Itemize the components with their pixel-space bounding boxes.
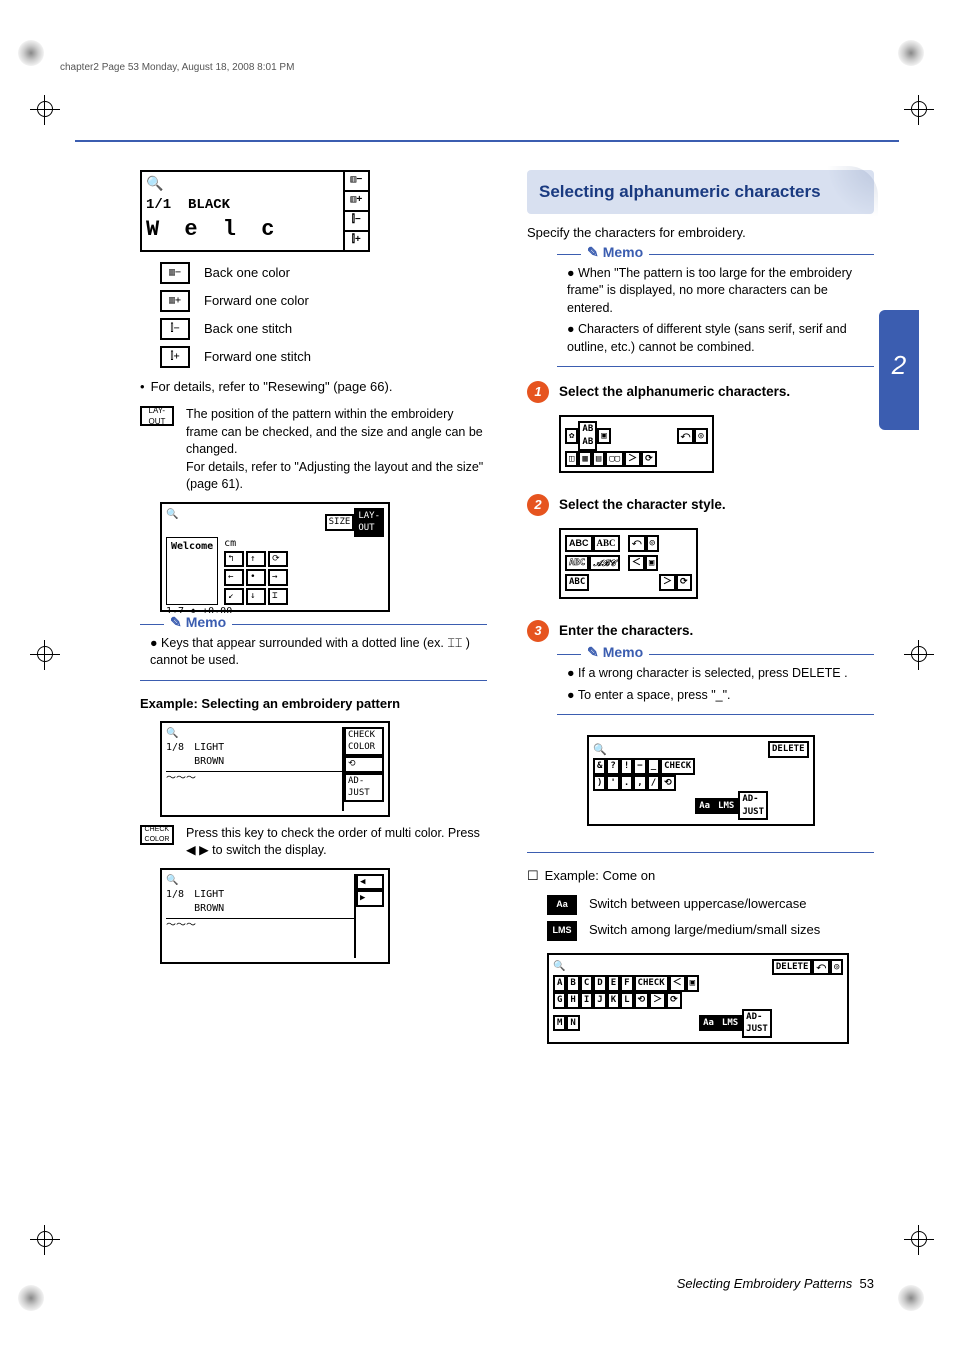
case-switch-icon[interactable]: Aa — [547, 895, 577, 915]
forward-color-icon: ▥+ — [160, 290, 190, 312]
legend-label: Back one stitch — [204, 320, 292, 338]
color-name: BLACK — [188, 197, 230, 213]
memo-title: Memo — [581, 643, 649, 663]
lcd-display-2: 🔍 1/8 LIGHT BROWN ～～～ CHECK COLOR ⟲ AD- … — [160, 721, 390, 817]
section-intro: Specify the characters for embroidery. — [527, 224, 874, 242]
memo-item: Characters of different style (sans seri… — [567, 321, 870, 356]
example-label: ☐Example: Come on — [527, 867, 874, 885]
step-number: 1 — [527, 381, 549, 403]
size-switch-icon[interactable]: LMS — [547, 921, 577, 941]
back-color-icon: ▥− — [160, 262, 190, 284]
layout-key-icon[interactable]: LAY- OUT — [140, 406, 174, 426]
switch-row: LMS Switch among large/medium/small size… — [547, 921, 874, 941]
page-counter: 1/8 — [166, 888, 184, 916]
prev-button[interactable]: ◀ — [356, 874, 384, 891]
registration-mark — [18, 40, 44, 66]
running-header: chapter2 Page 53 Monday, August 18, 2008… — [60, 62, 294, 73]
check-color-button[interactable]: CHECK COLOR — [344, 727, 384, 756]
step2-figure: ABC ABC ⤺ ◎ ABC 𝒜ℬ𝒞 ＜ ▣ ABC ＞ — [559, 528, 698, 599]
registration-mark — [18, 1285, 44, 1311]
switch-label: Switch between uppercase/lowercase — [589, 895, 807, 915]
char-preview: W e l c — [146, 215, 339, 246]
forward-stitch-icon: ⫿+ — [160, 346, 190, 368]
page-counter: 1/1 — [146, 197, 171, 213]
example-heading: Example: Selecting an embroidery pattern — [140, 695, 487, 713]
forward-color-button[interactable]: ▥+ — [344, 191, 369, 211]
legend-label: Forward one stitch — [204, 348, 311, 366]
memo-title: Memo — [164, 613, 232, 633]
details-note: •For details, refer to "Resewing" (page … — [140, 378, 487, 396]
back-stitch-icon: ⫿− — [160, 318, 190, 340]
step: 1 Select the alphanumeric characters. — [527, 381, 874, 403]
memo-box: Memo Keys that appear surrounded with a … — [140, 624, 487, 681]
step-text: Enter the characters. — [559, 620, 693, 641]
legend-row: ⫿− Back one stitch — [160, 318, 487, 340]
crop-mark — [30, 1225, 60, 1255]
registration-mark — [898, 40, 924, 66]
preview-text: Welcome — [166, 537, 218, 605]
step: 2 Select the character style. — [527, 494, 874, 516]
layout-figure: 🔍 SIZELAY- OUT Welcome cm ↰↑⟳ ←•→ ↙↓⌶ 1.… — [160, 502, 390, 612]
separator — [527, 852, 874, 853]
forward-stitch-button[interactable]: ⫿+ — [344, 231, 369, 251]
color-name: LIGHT BROWN — [194, 888, 224, 916]
memo-item: To enter a space, press "_". — [567, 687, 870, 705]
step-text: Select the alphanumeric characters. — [559, 381, 790, 402]
chapter-tab: 2 — [879, 310, 919, 430]
memo-item: If a wrong character is selected, press … — [567, 665, 870, 683]
memo-item: When "The pattern is too large for the e… — [567, 265, 870, 318]
lcd-display-3: 🔍 1/8 LIGHT BROWN ～～～ ◀ ▶ — [160, 868, 390, 964]
crop-mark — [30, 95, 60, 125]
check-color-description: Press this key to check the order of mul… — [186, 825, 487, 860]
switch-label: Switch among large/medium/small sizes — [589, 921, 820, 941]
page-footer: Selecting Embroidery Patterns 53 — [677, 1276, 874, 1291]
layout-description: The position of the pattern within the e… — [186, 406, 487, 494]
crop-mark — [904, 1225, 934, 1255]
crop-mark — [30, 640, 60, 670]
legend-row: ▥− Back one color — [160, 262, 487, 284]
section-heading: Selecting alphanumeric characters — [527, 170, 874, 214]
header-rule — [75, 140, 899, 142]
legend-row: ⫿+ Forward one stitch — [160, 346, 487, 368]
step-number: 2 — [527, 494, 549, 516]
step-text: Select the character style. — [559, 494, 726, 515]
step1-figure: ✿ AB AB ▣ ⤺ ◎ ◫ ▦ ▤ ▢▢ ＞ ⟳ — [559, 415, 714, 473]
rotate-button[interactable]: ⟲ — [344, 756, 384, 773]
next-button[interactable]: ▶ — [356, 890, 384, 907]
color-name: LIGHT BROWN — [194, 741, 224, 769]
adjust-button[interactable]: AD- JUST — [344, 773, 384, 802]
lcd-display-1: 🔍 1/1 BLACK W e l c ▥− ▥+ ⫿− ⫿+ — [140, 170, 370, 252]
switch-row: Aa Switch between uppercase/lowercase — [547, 895, 874, 915]
step3-figure: 🔍 DELETE & ? ! − _ CHECK ) ' . , / — [587, 735, 815, 826]
crop-mark — [904, 95, 934, 125]
memo-title: Memo — [581, 243, 649, 263]
memo-box: Memo When "The pattern is too large for … — [557, 254, 874, 368]
registration-mark — [898, 1285, 924, 1311]
memo-item: Keys that appear surrounded with a dotte… — [150, 635, 483, 670]
legend-row: ▥+ Forward one color — [160, 290, 487, 312]
crop-mark — [904, 640, 934, 670]
legend-label: Back one color — [204, 264, 290, 282]
back-color-button[interactable]: ▥− — [344, 171, 369, 191]
step-number: 3 — [527, 620, 549, 642]
step: 3 Enter the characters. — [527, 620, 874, 642]
memo-box: Memo If a wrong character is selected, p… — [557, 654, 874, 715]
check-color-key-icon[interactable]: CHECK COLOR — [140, 825, 174, 845]
back-stitch-button[interactable]: ⫿− — [344, 211, 369, 231]
legend-label: Forward one color — [204, 292, 309, 310]
page-counter: 1/8 — [166, 741, 184, 769]
final-figure: 🔍 DELETE ⤺ ◎ A B C D E F CHECK ＜ ▣ — [547, 953, 849, 1044]
